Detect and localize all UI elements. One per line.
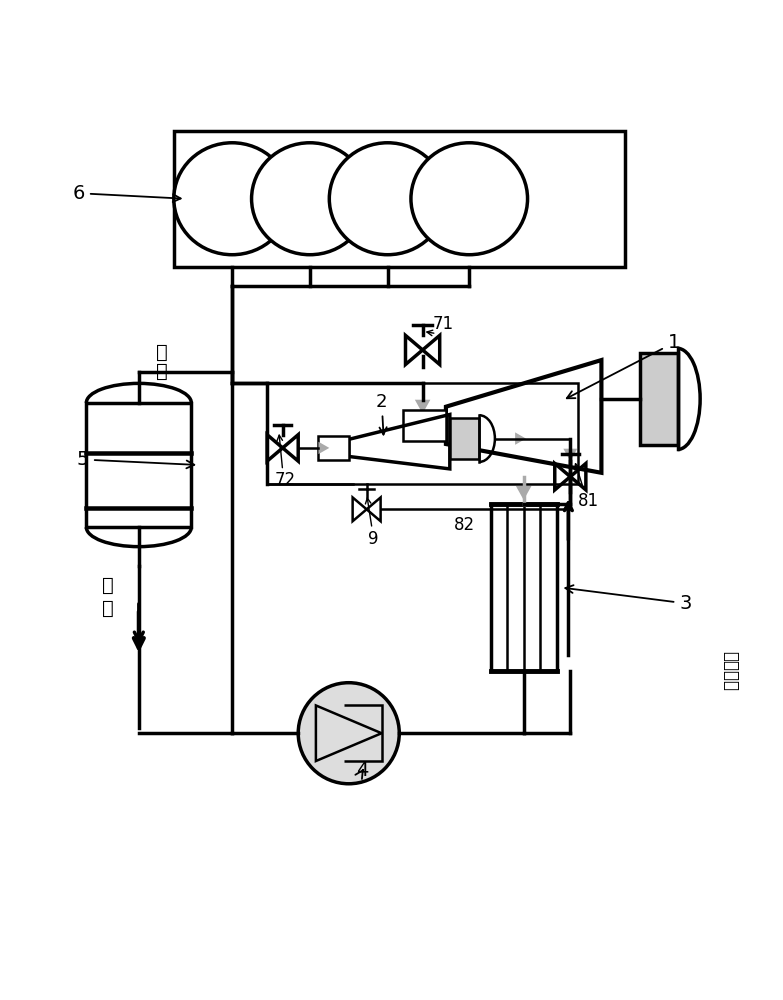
Polygon shape: [415, 400, 431, 414]
Text: 71: 71: [433, 315, 454, 333]
Text: 烟: 烟: [157, 343, 168, 362]
Ellipse shape: [174, 143, 290, 255]
Text: 81: 81: [578, 492, 599, 510]
Bar: [491, 504, 557, 671]
Text: 82: 82: [453, 516, 474, 534]
Ellipse shape: [411, 143, 528, 255]
Bar: [86, 403, 191, 527]
Text: 4: 4: [355, 761, 369, 780]
Text: 6: 6: [73, 184, 181, 203]
Text: 冷却工质: 冷却工质: [720, 651, 738, 691]
Bar: [174, 131, 625, 267]
Polygon shape: [515, 432, 526, 445]
Polygon shape: [516, 486, 532, 500]
Text: 5: 5: [77, 450, 194, 469]
Text: 72: 72: [275, 471, 296, 489]
Ellipse shape: [251, 143, 368, 255]
Polygon shape: [319, 442, 330, 454]
Bar: [318, 436, 348, 460]
Text: 3: 3: [565, 585, 691, 613]
Bar: [403, 410, 446, 441]
Ellipse shape: [330, 143, 446, 255]
Text: 气: 气: [157, 362, 168, 381]
Text: 烟: 烟: [102, 576, 114, 595]
Text: 9: 9: [368, 530, 379, 548]
Polygon shape: [546, 503, 555, 516]
Ellipse shape: [298, 683, 399, 784]
Text: 2: 2: [376, 393, 388, 435]
Bar: [640, 353, 677, 445]
Text: 气: 气: [102, 599, 114, 618]
Bar: [267, 383, 578, 484]
Polygon shape: [563, 449, 577, 461]
Text: 1: 1: [567, 333, 680, 398]
Bar: [449, 418, 479, 459]
